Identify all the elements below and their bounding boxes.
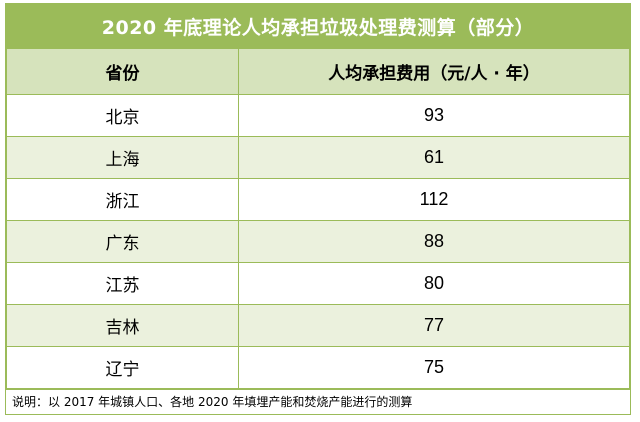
cell-province: 辽宁 [6,346,239,389]
cell-province: 北京 [6,94,239,137]
table-body: 北京 93 上海 61 浙江 112 广东 88 江苏 80 吉林 77 辽宁 75 [6,94,630,389]
cell-province: 上海 [6,136,239,179]
column-header-cost: 人均承担费用（元/人 · 年） [238,48,630,95]
table-row: 北京 93 [6,94,630,137]
header-row: 省份 人均承担费用（元/人 · 年） [6,48,630,95]
cell-province: 浙江 [6,178,239,221]
data-table: 省份 人均承担费用（元/人 · 年） 北京 93 上海 61 浙江 112 广东 88 江苏 80… [6,48,630,389]
table-frame: 2020 年底理论人均承担垃圾处理费测算（部分） 省份 人均承担费用（元/人 ·… [5,3,631,415]
cell-cost-value: 88 [238,220,630,263]
cell-cost-value: 93 [238,94,630,137]
table-row: 辽宁 75 [6,346,630,389]
cell-cost-value: 80 [238,262,630,305]
table-row: 上海 61 [6,136,630,179]
table-row: 江苏 80 [6,262,630,305]
cell-cost-value: 77 [238,304,630,347]
table-row: 浙江 112 [6,178,630,221]
table-row: 广东 88 [6,220,630,263]
cell-province: 江苏 [6,262,239,305]
cell-province: 吉林 [6,304,239,347]
cell-cost-value: 61 [238,136,630,179]
cell-cost-value: 75 [238,346,630,389]
table-title: 2020 年底理论人均承担垃圾处理费测算（部分） [6,4,630,48]
cell-province: 广东 [6,220,239,263]
column-header-province: 省份 [6,48,239,95]
footnote: 说明：以 2017 年城镇人口、各地 2020 年填埋产能和焚烧产能进行的测算 [6,389,630,415]
table-row: 吉林 77 [6,304,630,347]
cell-cost-value: 112 [238,178,630,221]
